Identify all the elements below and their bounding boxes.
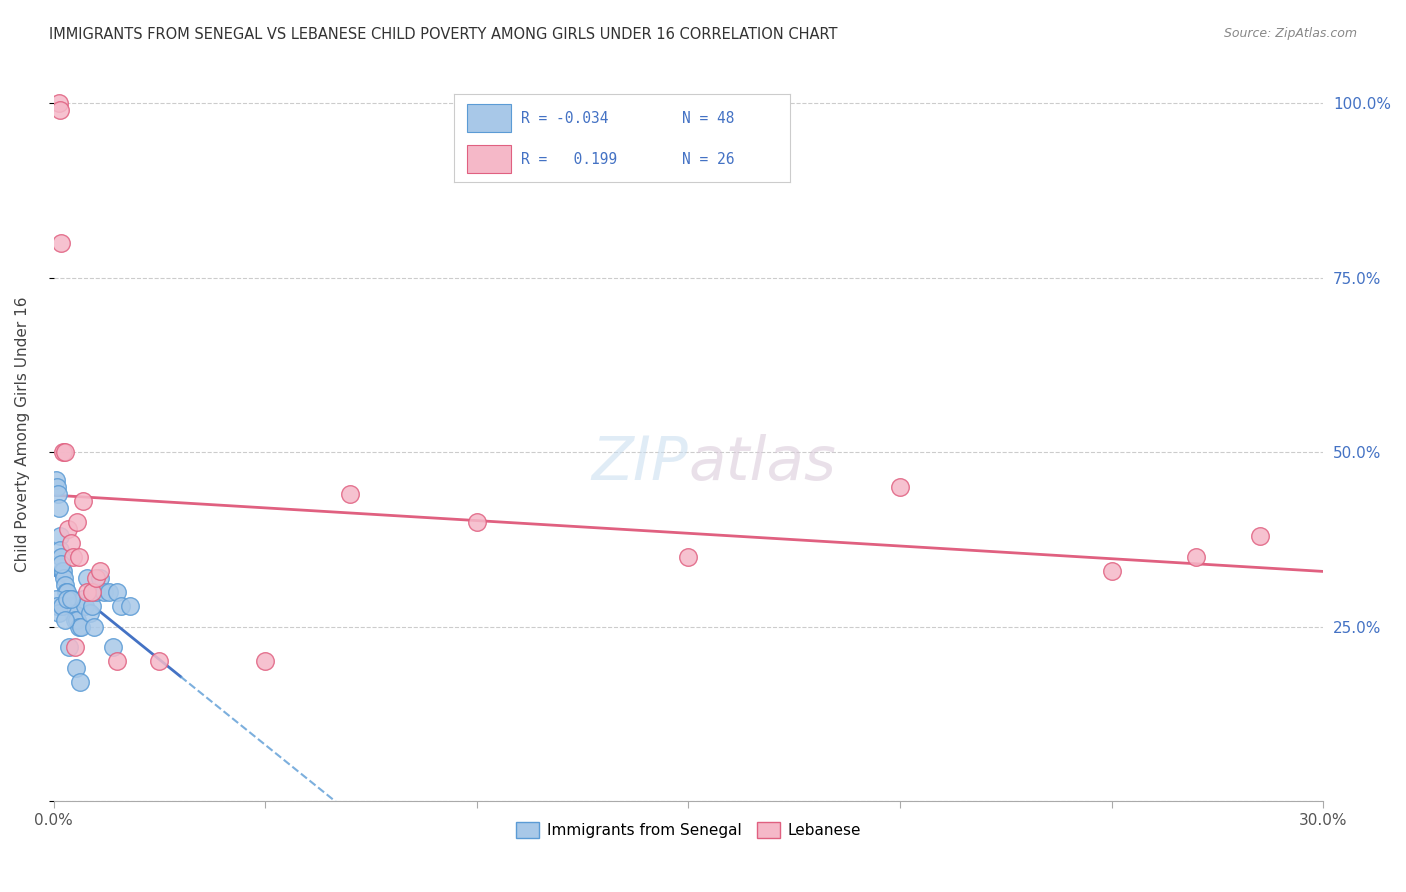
Point xyxy=(48,500,70,515)
Point xyxy=(97,584,120,599)
Point xyxy=(79,606,101,620)
Point xyxy=(83,619,105,633)
Point xyxy=(72,494,94,508)
Point xyxy=(52,564,75,578)
Point xyxy=(48,606,70,620)
Point xyxy=(66,515,89,529)
Point xyxy=(1101,564,1123,578)
Point xyxy=(51,599,73,613)
Point xyxy=(101,640,124,655)
Point xyxy=(63,613,86,627)
Point xyxy=(80,599,103,613)
Point xyxy=(58,640,80,655)
Point xyxy=(148,654,170,668)
Point xyxy=(53,571,76,585)
Point xyxy=(69,675,91,690)
Point xyxy=(52,445,75,459)
Point xyxy=(51,564,73,578)
Legend: Immigrants from Senegal, Lebanese: Immigrants from Senegal, Lebanese xyxy=(510,816,868,845)
Point xyxy=(59,599,82,613)
Point xyxy=(45,473,67,487)
Point xyxy=(80,584,103,599)
Point xyxy=(889,480,911,494)
Point xyxy=(84,571,107,585)
Point xyxy=(55,591,77,606)
Point xyxy=(67,619,90,633)
Point xyxy=(55,577,77,591)
Y-axis label: Child Poverty Among Girls Under 16: Child Poverty Among Girls Under 16 xyxy=(15,297,30,573)
Point xyxy=(55,445,77,459)
Point xyxy=(72,591,94,606)
Point xyxy=(49,557,72,571)
Point xyxy=(66,613,89,627)
Text: ZIP: ZIP xyxy=(592,434,689,493)
Point xyxy=(678,549,700,564)
Text: Source: ZipAtlas.com: Source: ZipAtlas.com xyxy=(1223,27,1357,40)
Point xyxy=(46,480,69,494)
Point xyxy=(59,536,82,550)
Point xyxy=(465,515,488,529)
Point xyxy=(76,584,98,599)
Point xyxy=(63,606,86,620)
Point xyxy=(46,487,69,501)
Point xyxy=(70,619,93,633)
Point xyxy=(76,571,98,585)
Point xyxy=(63,640,86,655)
Point xyxy=(254,654,277,668)
Point xyxy=(339,487,361,501)
Point xyxy=(118,599,141,613)
Point xyxy=(60,599,83,613)
Point xyxy=(62,549,84,564)
Point xyxy=(58,591,80,606)
Text: IMMIGRANTS FROM SENEGAL VS LEBANESE CHILD POVERTY AMONG GIRLS UNDER 16 CORRELATI: IMMIGRANTS FROM SENEGAL VS LEBANESE CHIL… xyxy=(49,27,838,42)
Point xyxy=(1185,549,1208,564)
Point xyxy=(49,542,72,557)
Point xyxy=(65,661,87,675)
Point xyxy=(51,549,73,564)
Point xyxy=(62,606,84,620)
Point xyxy=(56,584,79,599)
Point xyxy=(105,584,128,599)
Point xyxy=(67,549,90,564)
Point xyxy=(110,599,132,613)
Point xyxy=(48,96,70,111)
Point xyxy=(55,584,77,599)
Point xyxy=(58,522,80,536)
Point xyxy=(93,584,115,599)
Point xyxy=(1249,529,1271,543)
Text: atlas: atlas xyxy=(689,434,837,493)
Point xyxy=(45,591,67,606)
Point xyxy=(48,529,70,543)
Point xyxy=(89,564,111,578)
Point xyxy=(84,584,107,599)
Point xyxy=(49,103,72,118)
Point xyxy=(59,591,82,606)
Point xyxy=(75,599,97,613)
Point xyxy=(51,235,73,250)
Point xyxy=(53,613,76,627)
Point xyxy=(46,599,69,613)
Point xyxy=(59,591,82,606)
Point xyxy=(89,571,111,585)
Point xyxy=(105,654,128,668)
